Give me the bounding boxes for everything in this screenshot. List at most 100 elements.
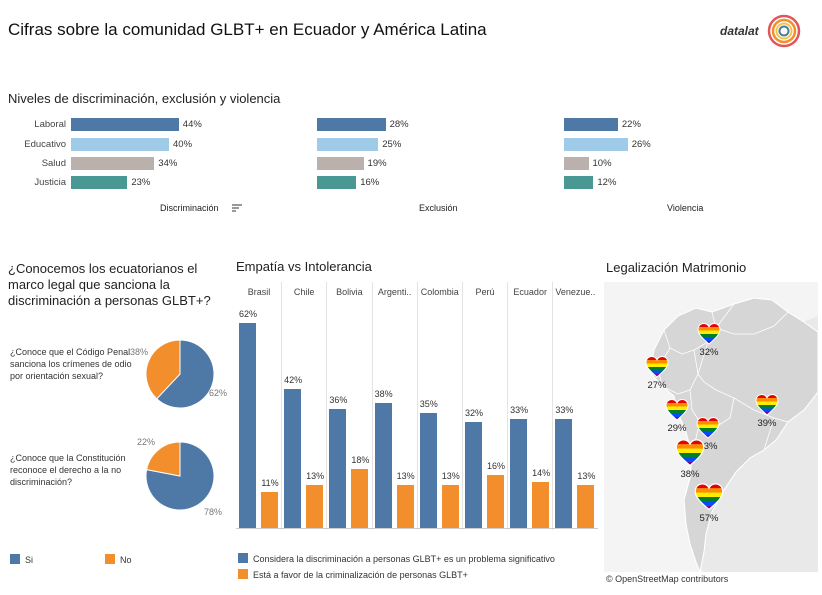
legend-orange-swatch [238, 569, 248, 579]
vbar-value-label: 35% [419, 398, 438, 409]
vbar-significativo [329, 409, 347, 528]
country-label: Argenti.. [377, 287, 412, 297]
rainbow-heart-icon[interactable] [665, 398, 689, 422]
pie-chart-codigo-penal [145, 339, 215, 409]
column-divider [507, 282, 509, 530]
rainbow-heart-icon[interactable] [645, 355, 669, 379]
pie2-si-label: 78% [204, 507, 223, 517]
pie-chart-constitucion [145, 441, 215, 511]
country-label: Venezue.. [555, 287, 596, 297]
hbar-value-label: 28% [389, 119, 409, 130]
legend-orange-label: Está a favor de la criminalización de pe… [253, 570, 468, 580]
country-label: Brasil [247, 287, 271, 297]
sort-icon[interactable] [231, 203, 243, 213]
vbar-significativo [419, 412, 437, 528]
vbar-value-label: 38% [374, 388, 393, 399]
hbar-discriminación-educativo [71, 138, 169, 151]
legend-si-swatch [10, 554, 20, 564]
map-marker-value: 57% [699, 513, 719, 524]
hbar-value-label: 16% [360, 177, 380, 188]
hbar-exclusión-salud [317, 157, 364, 170]
vbar-value-label: 18% [351, 454, 370, 465]
category-label-justicia: Justicia [34, 177, 66, 188]
page-title: Cifras sobre la comunidad GLBT+ en Ecuad… [8, 20, 487, 39]
pie1-si-label: 62% [209, 388, 228, 398]
vbar-value-label: 62% [238, 309, 257, 320]
vbar-value-label: 11% [261, 477, 279, 488]
vbar-criminalizacion [261, 491, 278, 528]
category-label-educativo: Educativo [24, 139, 66, 150]
logo-rings-icon [767, 14, 801, 48]
pie-slice-si [156, 339, 215, 409]
rainbow-heart-icon[interactable] [675, 438, 705, 468]
country-label: Bolivia [336, 287, 363, 297]
hbar-violencia-justicia [564, 176, 594, 189]
vbar-value-label: 13% [441, 471, 460, 482]
hbar-violencia-laboral [564, 118, 618, 131]
rainbow-heart-icon[interactable] [697, 322, 721, 346]
logo-text: datalat [720, 24, 759, 38]
discrimination-title: Niveles de discriminación, exclusión y v… [8, 91, 281, 106]
column-divider [326, 282, 328, 530]
vbar-criminalizacion [306, 485, 324, 528]
legend-si-label: Si [25, 555, 34, 565]
hbar-exclusión-laboral [317, 118, 386, 131]
hbar-value-label: 44% [182, 119, 202, 130]
vbar-significativo [510, 419, 528, 528]
map-marker-value: 29% [667, 423, 687, 434]
vbar-significativo [555, 419, 573, 528]
hbar-value-label: 12% [597, 177, 617, 188]
column-divider [462, 282, 463, 530]
empatia-title: Empatía vs Intolerancia [236, 259, 372, 274]
vbar-value-label: 16% [486, 461, 505, 472]
category-label-salud: Salud [41, 158, 66, 169]
hbar-discriminación-laboral [71, 118, 179, 131]
country-label: Perú [475, 287, 495, 297]
hbar-value-label: 10% [592, 158, 612, 169]
pie-question-1: ¿Conoce que el Código Penal sanciona los… [10, 347, 132, 381]
vbar-criminalizacion [487, 475, 504, 528]
axis-label-exclusion: Exclusión [419, 203, 458, 213]
vbar-value-label: 14% [532, 467, 551, 478]
vbar-criminalizacion [532, 481, 550, 528]
hbar-value-label: 25% [382, 139, 402, 150]
pie-slice-no [146, 441, 181, 477]
vbar-value-label: 33% [555, 405, 574, 416]
pie1-no-label: 38% [130, 347, 149, 357]
column-divider [552, 282, 554, 530]
rainbow-heart-icon[interactable] [755, 393, 779, 417]
hbar-value-label: 34% [158, 158, 178, 169]
vbar-significativo [465, 422, 482, 528]
column-divider [281, 282, 283, 530]
pie-slice-no [145, 339, 181, 400]
country-label: Colombia [420, 287, 459, 297]
vbar-value-label: 13% [306, 471, 325, 482]
rainbow-heart-icon[interactable] [694, 482, 724, 512]
column-divider [416, 282, 418, 530]
vbar-significativo [284, 389, 302, 528]
legend-no-label: No [120, 555, 132, 565]
hbar-value-label: 19% [367, 158, 387, 169]
vbar-value-label: 32% [464, 408, 483, 419]
category-label-laboral: Laboral [34, 119, 66, 130]
pie2-no-label: 22% [137, 437, 156, 447]
map-title: Legalización Matrimonio [606, 260, 747, 275]
hbar-value-label: 22% [621, 119, 641, 130]
vbar-value-label: 13% [396, 471, 415, 482]
map-land [604, 282, 818, 572]
vbar-value-label: 33% [510, 405, 529, 416]
hbar-violencia-educativo [564, 138, 628, 151]
vbar-criminalizacion [396, 485, 414, 528]
pies-section-title: ¿Conocemos los ecuatorianos el marco leg… [8, 261, 211, 308]
vbar-criminalizacion [577, 485, 595, 528]
hbar-discriminación-salud [71, 157, 155, 170]
map-credit: © OpenStreetMap contributors [606, 574, 729, 584]
hbar-discriminación-justicia [71, 176, 128, 189]
map-marker-value: 39% [757, 418, 777, 429]
rainbow-heart-icon[interactable] [696, 416, 720, 440]
vbar-significativo [374, 402, 392, 528]
legend-blue-swatch [238, 553, 248, 563]
country-label: Chile [293, 287, 315, 297]
axis-label-violencia: Violencia [667, 203, 704, 213]
hbar-value-label: 40% [173, 139, 193, 150]
